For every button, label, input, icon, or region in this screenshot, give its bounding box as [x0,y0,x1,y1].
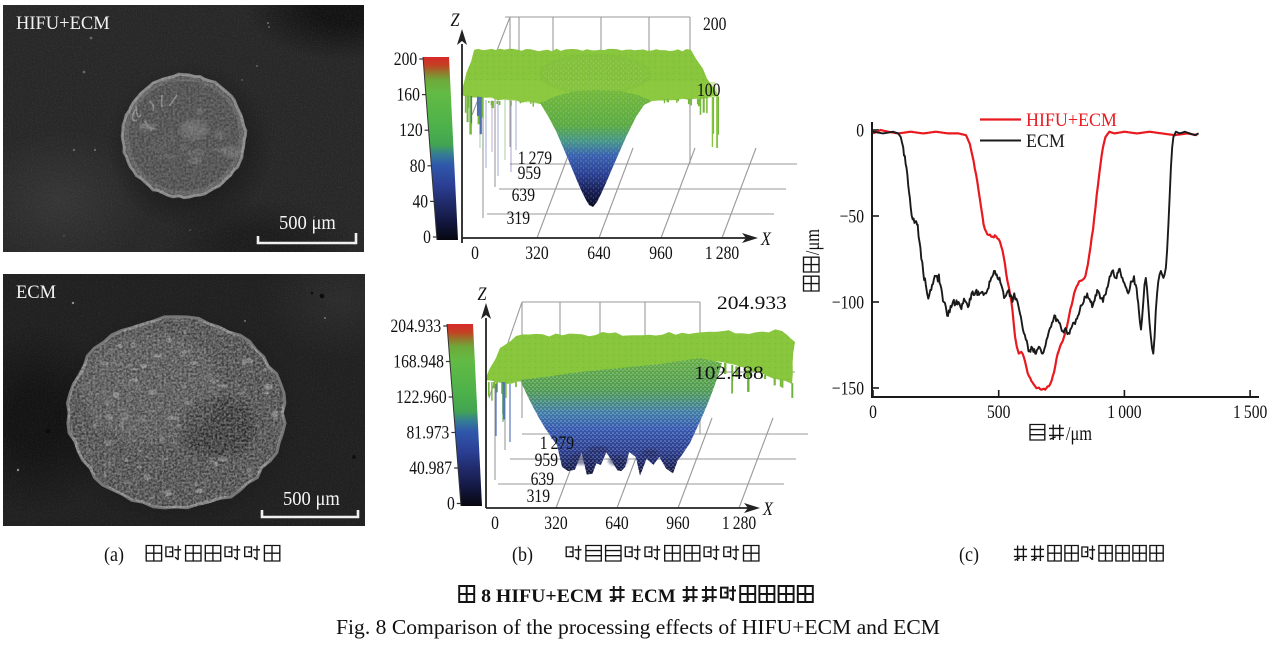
svg-text:40.987: 40.987 [409,458,452,479]
svg-text:102.488: 102.488 [694,363,764,384]
svg-text:120: 120 [399,120,422,141]
svg-text:1 279: 1 279 [540,433,574,454]
svg-text:500 μm: 500 μm [283,489,340,510]
svg-text:1 279: 1 279 [518,148,552,169]
svg-text:204.933: 204.933 [391,316,442,337]
svg-text:(a): (a) [104,544,124,566]
svg-text:(b): (b) [512,544,533,566]
svg-text:/μm: /μm [802,229,824,255]
svg-text:ECM: ECM [631,586,675,607]
svg-text:0: 0 [491,513,499,534]
svg-text:Z: Z [478,284,487,305]
svg-text:0: 0 [471,243,479,264]
svg-text:639: 639 [531,469,554,490]
svg-text:200: 200 [703,14,726,35]
svg-text:1 000: 1 000 [1107,402,1141,423]
svg-text:639: 639 [512,185,535,206]
svg-text:500 μm: 500 μm [279,213,336,234]
svg-text:Z: Z [451,10,460,31]
svg-text:960: 960 [649,243,672,264]
svg-text:0: 0 [447,494,455,515]
svg-text:160: 160 [397,85,420,106]
svg-text:500: 500 [987,402,1010,423]
svg-text:−50: −50 [840,207,864,228]
svg-text:(c): (c) [959,544,979,566]
svg-text:1 280: 1 280 [722,513,756,534]
svg-text:640: 640 [587,243,610,264]
svg-text:319: 319 [507,208,530,229]
svg-text:168.948: 168.948 [393,352,444,373]
svg-text:320: 320 [544,513,567,534]
svg-text:−100: −100 [832,293,864,314]
svg-text:0: 0 [856,121,864,142]
svg-text:ECM: ECM [16,283,56,303]
svg-text:/μm: /μm [1066,423,1092,445]
svg-text:ECM: ECM [1026,132,1065,152]
svg-text:122.960: 122.960 [396,387,447,408]
svg-text:959: 959 [518,163,541,184]
svg-text:100: 100 [697,80,720,101]
svg-text:320: 320 [525,243,548,264]
svg-text:319: 319 [527,486,550,507]
svg-text:Fig. 8 Comparison of the proc: Fig. 8 Comparison of the processing effe… [336,615,940,639]
svg-text:8 HIFU+ECM: 8 HIFU+ECM [481,586,603,607]
svg-text:960: 960 [666,513,689,534]
svg-text:80: 80 [410,156,426,177]
svg-text:1 280: 1 280 [705,243,739,264]
svg-text:204.933: 204.933 [717,293,787,314]
svg-text:HIFU+ECM: HIFU+ECM [16,14,110,34]
svg-text:−150: −150 [832,379,864,400]
svg-text:X: X [762,499,774,520]
svg-text:40: 40 [413,191,429,212]
svg-text:1 500: 1 500 [1233,402,1267,423]
svg-text:0: 0 [423,227,431,248]
svg-text:X: X [760,229,772,250]
svg-text:0: 0 [869,402,877,423]
svg-text:959: 959 [535,450,558,471]
svg-text:81.973: 81.973 [407,423,450,444]
svg-text:200: 200 [394,49,417,70]
svg-text:HIFU+ECM: HIFU+ECM [1026,111,1117,131]
svg-text:640: 640 [605,513,628,534]
